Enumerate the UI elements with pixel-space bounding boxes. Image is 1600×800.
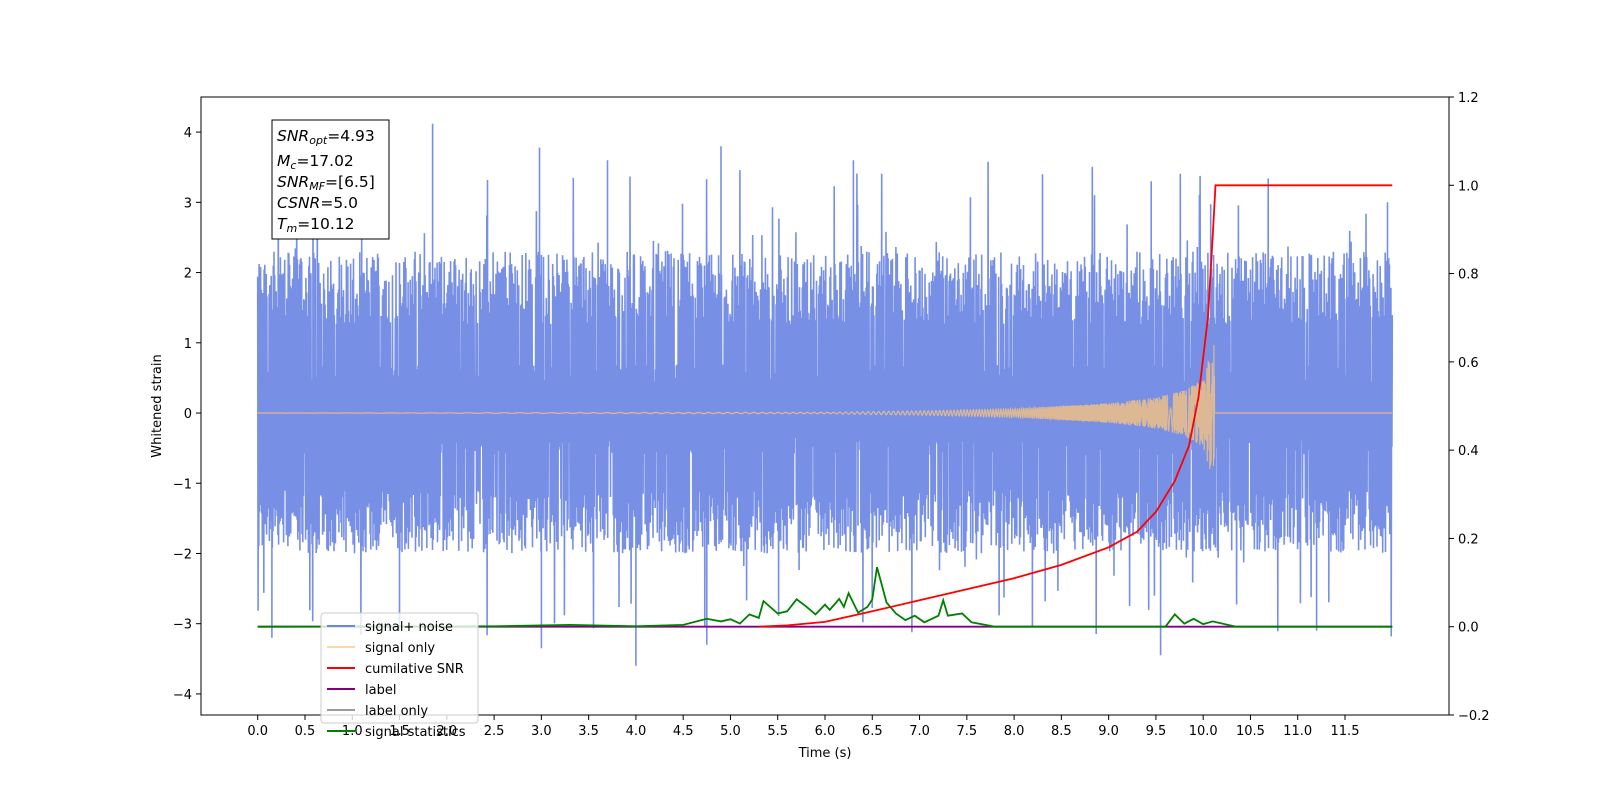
legend-label: label xyxy=(365,683,396,698)
info-tm: Tm=10.12 xyxy=(277,215,355,235)
series-cumilative-snr-line xyxy=(758,184,1393,628)
legend-label: signal+ noise xyxy=(365,620,453,635)
info-mc: Mc=17.02 xyxy=(277,152,354,172)
x-tick-label: 9.5 xyxy=(1146,724,1167,739)
x-tick-label: 6.5 xyxy=(862,724,883,739)
info-snr-mf: SNRMF=[6.5] xyxy=(277,173,375,193)
x-tick-label: 0.5 xyxy=(295,724,316,739)
series-layer xyxy=(256,123,1394,666)
y-axis-right: 1.2 1.0 0.8 0.6 0.4 0.2 0.0 −0.2 xyxy=(1449,91,1490,724)
y2-tick-label: 0.8 xyxy=(1458,268,1479,283)
y-tick-label: 4 xyxy=(184,126,192,141)
legend-entries: signal+ noise signal only cumilative SNR la… xyxy=(327,620,466,740)
y-tick-label: −2 xyxy=(173,547,192,562)
x-tick-label: 8.5 xyxy=(1051,724,1072,739)
x-tick-label: 8.0 xyxy=(1004,724,1025,739)
y2-tick-label: 1.0 xyxy=(1458,179,1479,194)
x-tick-label: 4.5 xyxy=(673,724,694,739)
y2-tick-label: 1.2 xyxy=(1458,91,1479,106)
x-axis: 0.0 0.5 1.0 1.5 2.0 2.5 3.0 3.5 4.0 4.5 5.0 5.5 6.0 6… xyxy=(247,715,1359,739)
x-tick-label: 5.0 xyxy=(720,724,741,739)
y2-tick-label: 0.6 xyxy=(1458,356,1479,371)
info-snr-opt: SNRopt=4.93 xyxy=(277,127,375,147)
x-tick-label: 7.0 xyxy=(909,724,930,739)
x-tick-label: 3.5 xyxy=(578,724,599,739)
legend-label: signal statistics xyxy=(365,725,466,740)
y-axis-left: 4 3 2 1 0 −1 −2 −3 −4 xyxy=(173,126,201,703)
y2-tick-label: 0.4 xyxy=(1458,444,1479,459)
x-axis-label: Time (s) xyxy=(798,746,852,761)
y-tick-label: 0 xyxy=(184,407,192,422)
series-signal-statistics-line xyxy=(257,566,1393,628)
x-tick-label: 2.5 xyxy=(484,724,505,739)
x-tick-label: 2.0 xyxy=(436,724,457,739)
info-box: SNRopt=4.93 Mc=17.02 SNRMF=[6.5] CSNR=5.… xyxy=(271,119,390,240)
x-tick-label: 11.0 xyxy=(1283,724,1312,739)
x-tick-label: 7.5 xyxy=(956,724,977,739)
x-tick-label: 10.0 xyxy=(1189,724,1218,739)
x-tick-label: 10.5 xyxy=(1236,724,1265,739)
y2-tick-label: 0.2 xyxy=(1458,532,1479,547)
y-tick-label: −3 xyxy=(173,618,192,633)
legend-frame xyxy=(320,612,479,724)
y-tick-label: 1 xyxy=(184,337,192,352)
info-csnr: CSNR=5.0 xyxy=(277,194,358,212)
series-signal-noise-line xyxy=(256,123,1394,666)
y-tick-label: 2 xyxy=(184,267,192,282)
legend-label: signal only xyxy=(365,641,435,656)
series-signal-only-line xyxy=(257,345,1393,470)
legend-label: cumilative SNR xyxy=(365,662,464,677)
x-tick-label: 4.0 xyxy=(626,724,647,739)
x-tick-label: 9.0 xyxy=(1098,724,1119,739)
x-tick-label: 6.0 xyxy=(815,724,836,739)
y-tick-label: −4 xyxy=(173,688,192,703)
y-tick-label: 3 xyxy=(184,196,192,211)
y2-tick-label: 0.0 xyxy=(1458,621,1479,636)
y2-tick-label: −0.2 xyxy=(1458,709,1490,724)
legend-label: label only xyxy=(365,704,428,719)
legend: signal+ noise signal only cumilative SNR la… xyxy=(320,612,479,740)
x-tick-label: 5.5 xyxy=(767,724,788,739)
y-tick-label: −1 xyxy=(173,477,192,492)
x-tick-label: 3.0 xyxy=(531,724,552,739)
x-tick-label: 0.0 xyxy=(247,724,268,739)
info-box-frame xyxy=(271,119,390,240)
x-tick-label: 1.5 xyxy=(389,724,410,739)
y-axis-label: Whitened strain xyxy=(150,354,165,457)
x-tick-label: 11.5 xyxy=(1331,724,1360,739)
